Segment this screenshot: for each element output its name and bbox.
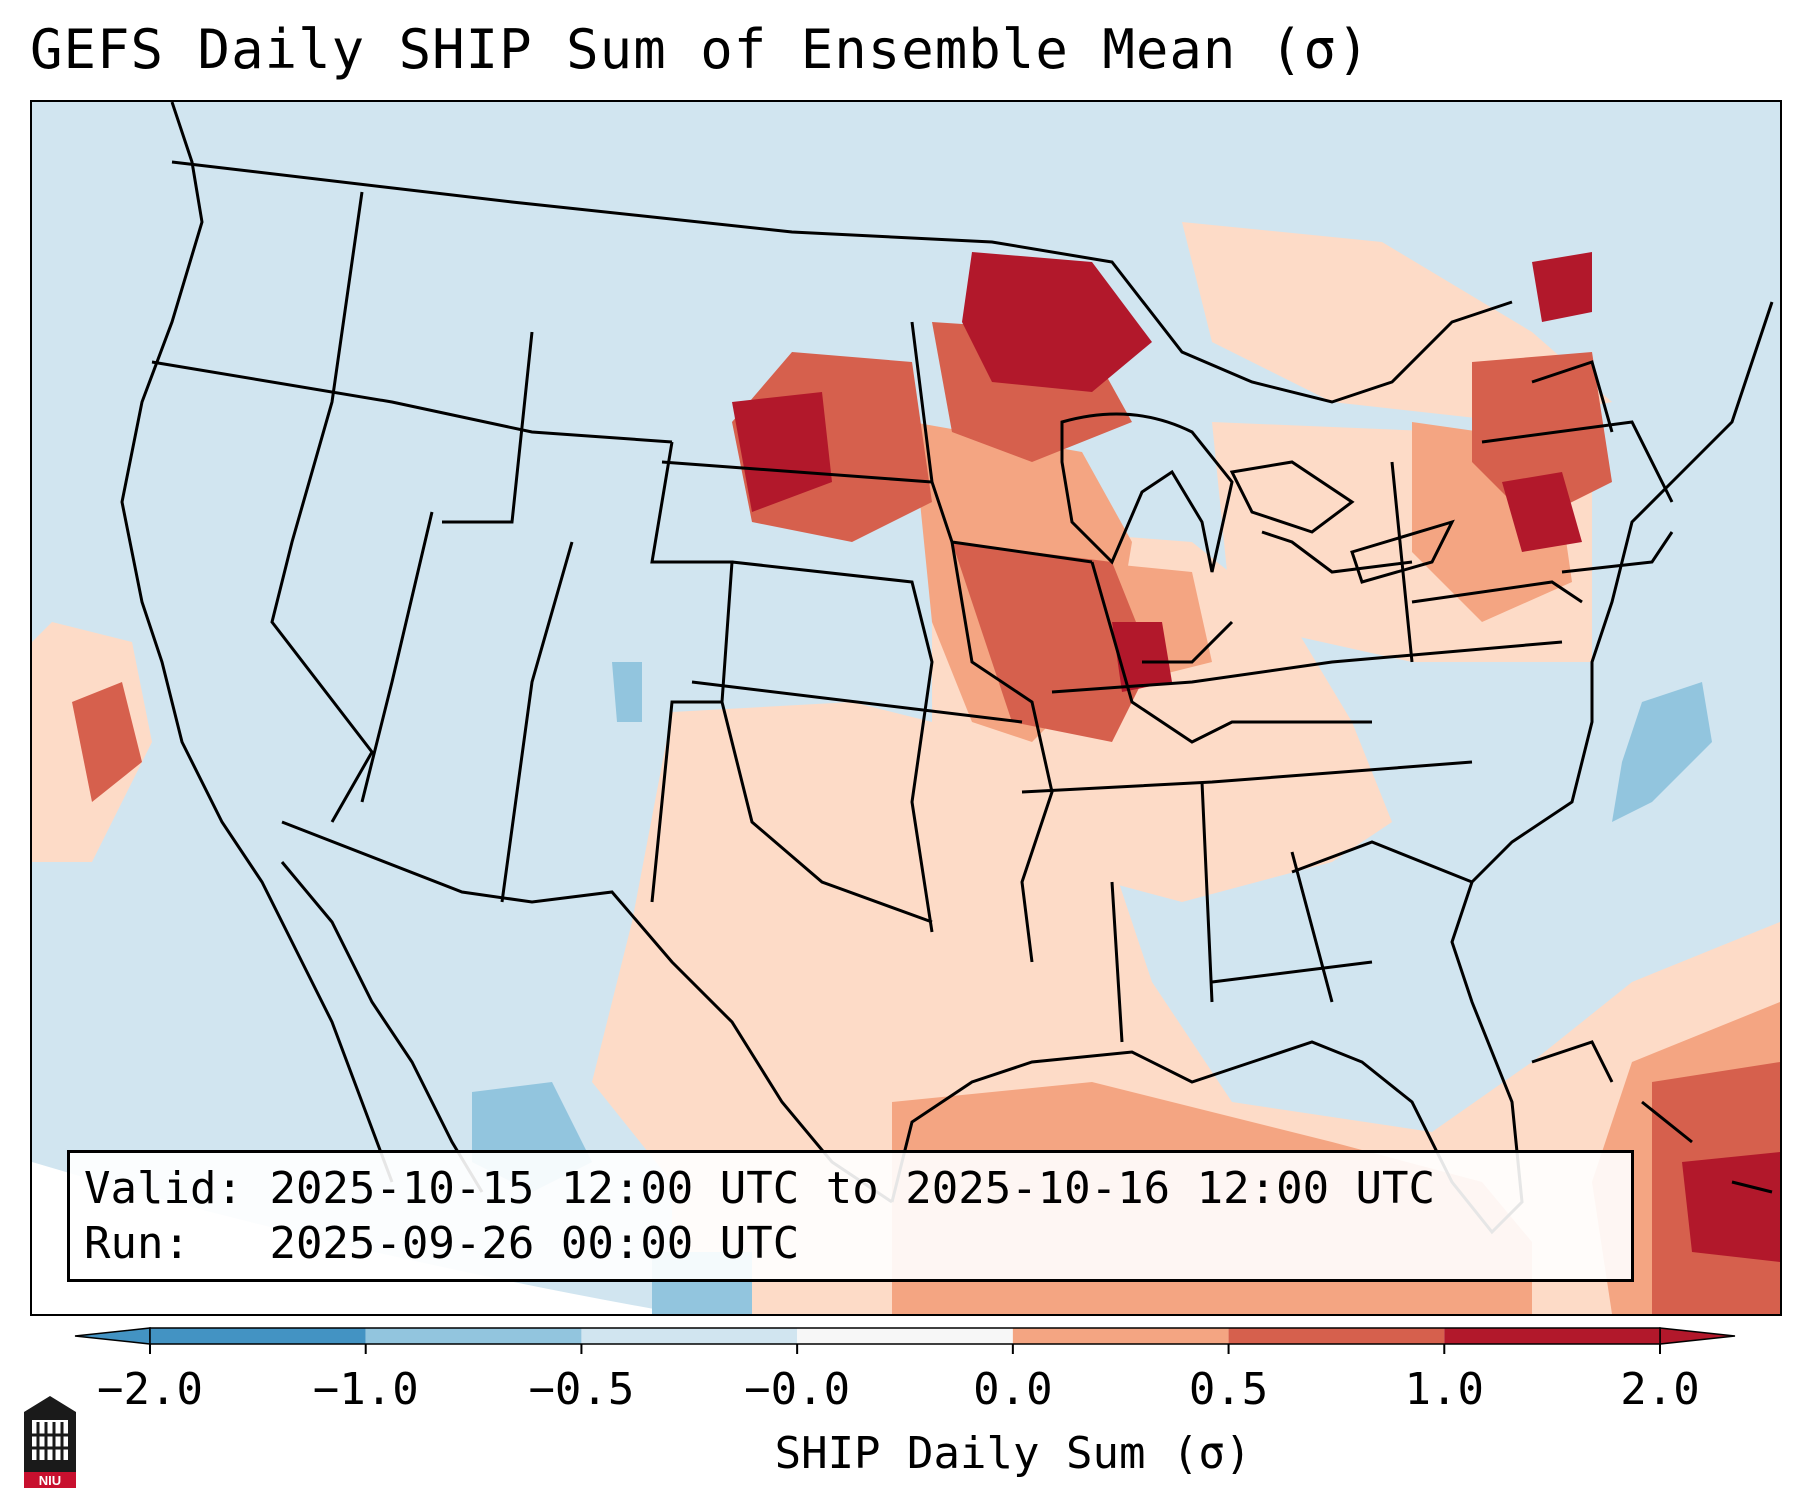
colorbar-tick-label: −2.0 xyxy=(97,1364,203,1415)
colorbar-segment xyxy=(1012,1328,1229,1344)
state-lines xyxy=(151,191,1674,1043)
university-building-logo: NIU xyxy=(24,1396,76,1488)
colorbar-border xyxy=(149,1327,1661,1345)
boundaries xyxy=(120,102,1774,1235)
us-outline xyxy=(120,102,1774,1235)
colorbar-extend-low xyxy=(74,1327,151,1345)
run-label: Run: xyxy=(84,1218,190,1269)
colorbar-segment xyxy=(1444,1328,1660,1344)
colorbar-tick-label: −0.5 xyxy=(528,1364,635,1415)
us-canada-border xyxy=(171,160,1513,404)
great-lakes xyxy=(1060,412,1455,584)
colorbar-segment xyxy=(150,1328,366,1344)
valid-label: Valid: xyxy=(84,1163,243,1214)
run-value: 2025-09-26 00:00 UTC xyxy=(269,1218,800,1269)
colorbar-tick-label: 0.0 xyxy=(973,1364,1053,1415)
valid-value: 2025-10-15 12:00 UTC to 2025-10-16 12:00… xyxy=(269,1163,1436,1214)
colorbar-segment xyxy=(797,1328,1013,1344)
logo-text: NIU xyxy=(39,1473,61,1488)
colorbar-tick-label: −1.0 xyxy=(312,1364,419,1415)
colorbar-tick-label: 1.0 xyxy=(1404,1364,1485,1415)
colorbar-label: SHIP Daily Sum (σ) xyxy=(774,1428,1252,1479)
colorbar-segment xyxy=(1228,1328,1445,1344)
map-title: GEFS Daily SHIP Sum of Ensemble Mean (σ) xyxy=(30,18,1371,81)
colorbar-tick-label: 0.5 xyxy=(1188,1364,1269,1415)
colorbar xyxy=(74,1327,1736,1354)
colorbar-segment xyxy=(581,1328,798,1344)
colorbar-extend-high xyxy=(1659,1327,1736,1345)
colorbar-tick-label: 2.0 xyxy=(1620,1364,1700,1415)
map-canvas xyxy=(32,102,1780,1314)
caribbean-islands xyxy=(1531,1040,1773,1194)
map-panel xyxy=(30,100,1782,1316)
valid-run-info-box: Valid: 2025-10-15 12:00 UTC to 2025-10-1… xyxy=(67,1150,1634,1282)
colorbar-segment xyxy=(365,1328,582,1344)
colorbar-tick-label: −0.0 xyxy=(744,1364,851,1415)
